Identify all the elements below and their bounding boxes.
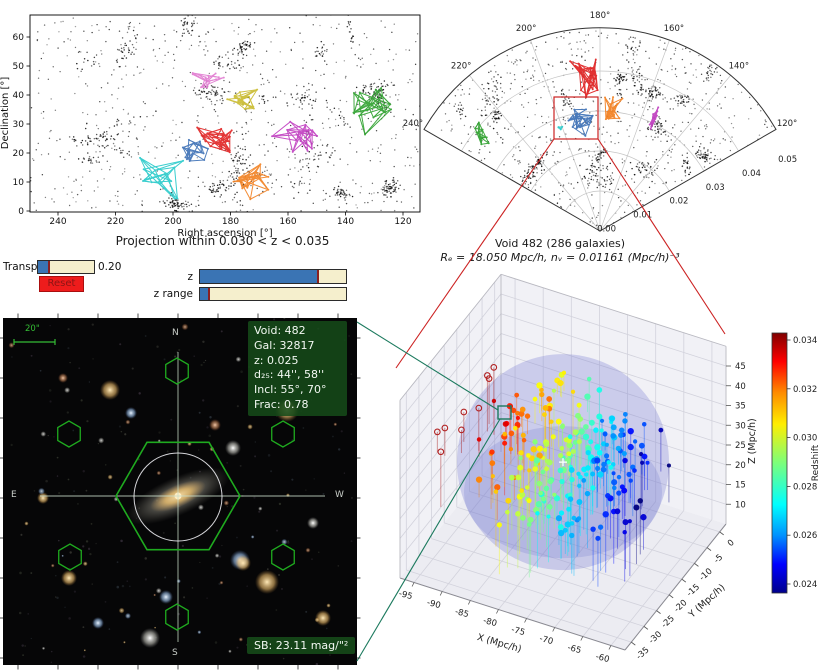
svg-text:140°: 140° (729, 62, 749, 72)
svg-text:0.034: 0.034 (793, 336, 817, 346)
svg-text:Redshift: Redshift (811, 444, 821, 481)
svg-text:15: 15 (735, 481, 746, 491)
svg-text:0.02: 0.02 (670, 197, 689, 207)
svg-text:240: 240 (49, 217, 66, 227)
z-range-slider-label: z range (153, 288, 193, 300)
info-fraction: Frac: 0.78 (254, 397, 309, 411)
svg-text:-5: -5 (712, 553, 725, 566)
svg-text:25: 25 (735, 441, 746, 451)
transparency-label: Transp. (3, 261, 41, 273)
svg-text:0.032: 0.032 (793, 385, 817, 395)
svg-text:10: 10 (735, 500, 746, 510)
svg-text:220°: 220° (451, 62, 471, 72)
compass-west: W (335, 490, 344, 500)
svg-text:-30: -30 (647, 630, 664, 647)
svg-text:60: 60 (13, 33, 25, 43)
surface-brightness-badge: SB: 23.11 mag/"² (247, 637, 356, 654)
info-redshift: z: 0.025 (254, 353, 299, 367)
svg-text:0.01: 0.01 (633, 211, 652, 221)
info-void-id: Void: 482 (254, 324, 306, 337)
svg-text:40: 40 (13, 91, 25, 101)
svg-text:-20: -20 (672, 598, 689, 615)
svg-text:0: 0 (18, 207, 24, 217)
info-inclination: Incl: 55°, 70° (254, 383, 327, 397)
svg-text:-90: -90 (426, 598, 442, 611)
svg-text:35: 35 (735, 402, 746, 412)
svg-text:20: 20 (735, 461, 746, 471)
transparency-slider[interactable] (37, 260, 95, 274)
svg-text:-15: -15 (685, 582, 702, 599)
svg-text:200: 200 (164, 217, 181, 227)
svg-text:160°: 160° (664, 24, 684, 34)
svg-text:0.030: 0.030 (793, 434, 817, 444)
transparency-slider-fill (38, 261, 50, 273)
svg-text:10: 10 (13, 178, 25, 188)
z-slider-handle[interactable] (317, 270, 320, 283)
z-range-slider[interactable] (199, 287, 347, 301)
svg-text:-75: -75 (510, 625, 526, 638)
void-summary-title: Void 482 (286 galaxies) (494, 237, 626, 250)
svg-text:-35: -35 (634, 645, 651, 662)
svg-text:160: 160 (279, 217, 296, 227)
svg-text:-95: -95 (398, 589, 414, 602)
void-summary-stats: Rₑ = 18.050 Mpc/h, nᵥ = 0.01161 (Mpc/h)⁻… (440, 251, 680, 264)
svg-text:220: 220 (107, 217, 124, 227)
svg-text:40: 40 (735, 382, 746, 392)
svg-text:-80: -80 (482, 616, 498, 629)
svg-text:180°: 180° (590, 11, 610, 21)
svg-text:0: 0 (726, 538, 737, 549)
svg-text:X (Mpc/h): X (Mpc/h) (476, 632, 523, 655)
svg-text:45: 45 (735, 362, 746, 372)
svg-text:30: 30 (13, 120, 25, 130)
svg-text:120°: 120° (777, 119, 797, 129)
info-d25: d₂₅: 44'', 58'' (254, 368, 325, 382)
transparency-slider-handle[interactable] (48, 261, 51, 273)
compass-north: N (172, 328, 179, 338)
z-slider-label: z (187, 271, 193, 283)
projection-caption: Projection within 0.030 < z < 0.035 (115, 234, 330, 248)
z-slider-fill (200, 270, 319, 283)
galaxy-cutout-image[interactable]: 20" N E W S Void: 482 Gal: 32817 z: 0.02… (3, 318, 357, 665)
galaxy-info-overlay: Void: 482 Gal: 32817 z: 0.025 d₂₅: 44'',… (248, 321, 347, 416)
svg-text:-85: -85 (454, 607, 470, 620)
scalebar-label: 20" (25, 324, 40, 334)
svg-text:200°: 200° (516, 24, 536, 34)
z-range-slider-fill (200, 288, 209, 300)
svg-text:Z (Mpc/h): Z (Mpc/h) (747, 418, 758, 464)
svg-text:30: 30 (735, 421, 746, 431)
svg-text:180: 180 (222, 217, 239, 227)
svg-text:0.028: 0.028 (793, 482, 817, 492)
svg-text:0.03: 0.03 (706, 183, 725, 193)
compass-east: E (11, 490, 17, 500)
svg-text:140: 140 (337, 217, 354, 227)
svg-text:0.00: 0.00 (597, 224, 616, 234)
svg-text:50: 50 (13, 62, 25, 72)
info-gal-id: Gal: 32817 (254, 338, 315, 352)
z-range-slider-handle[interactable] (207, 288, 210, 300)
svg-text:240°: 240° (403, 119, 423, 129)
compass-south: S (172, 648, 178, 658)
svg-text:0.05: 0.05 (778, 155, 797, 165)
reset-button[interactable]: Reset (39, 276, 84, 292)
svg-text:0.024: 0.024 (793, 580, 817, 590)
svg-text:-70: -70 (538, 634, 554, 647)
svg-text:-65: -65 (566, 643, 582, 656)
svg-text:0.04: 0.04 (742, 169, 761, 179)
transparency-value: 0.20 (98, 261, 122, 273)
svg-text:-25: -25 (660, 614, 677, 631)
svg-text:Y (Mpc/h): Y (Mpc/h) (686, 582, 727, 621)
z-slider[interactable] (199, 269, 347, 284)
svg-text:Declination [°]: Declination [°] (0, 77, 11, 150)
svg-text:-60: -60 (594, 652, 610, 665)
svg-text:0.026: 0.026 (793, 531, 817, 541)
svg-text:-10: -10 (698, 567, 715, 584)
svg-text:20: 20 (13, 149, 25, 159)
svg-text:120: 120 (394, 217, 411, 227)
